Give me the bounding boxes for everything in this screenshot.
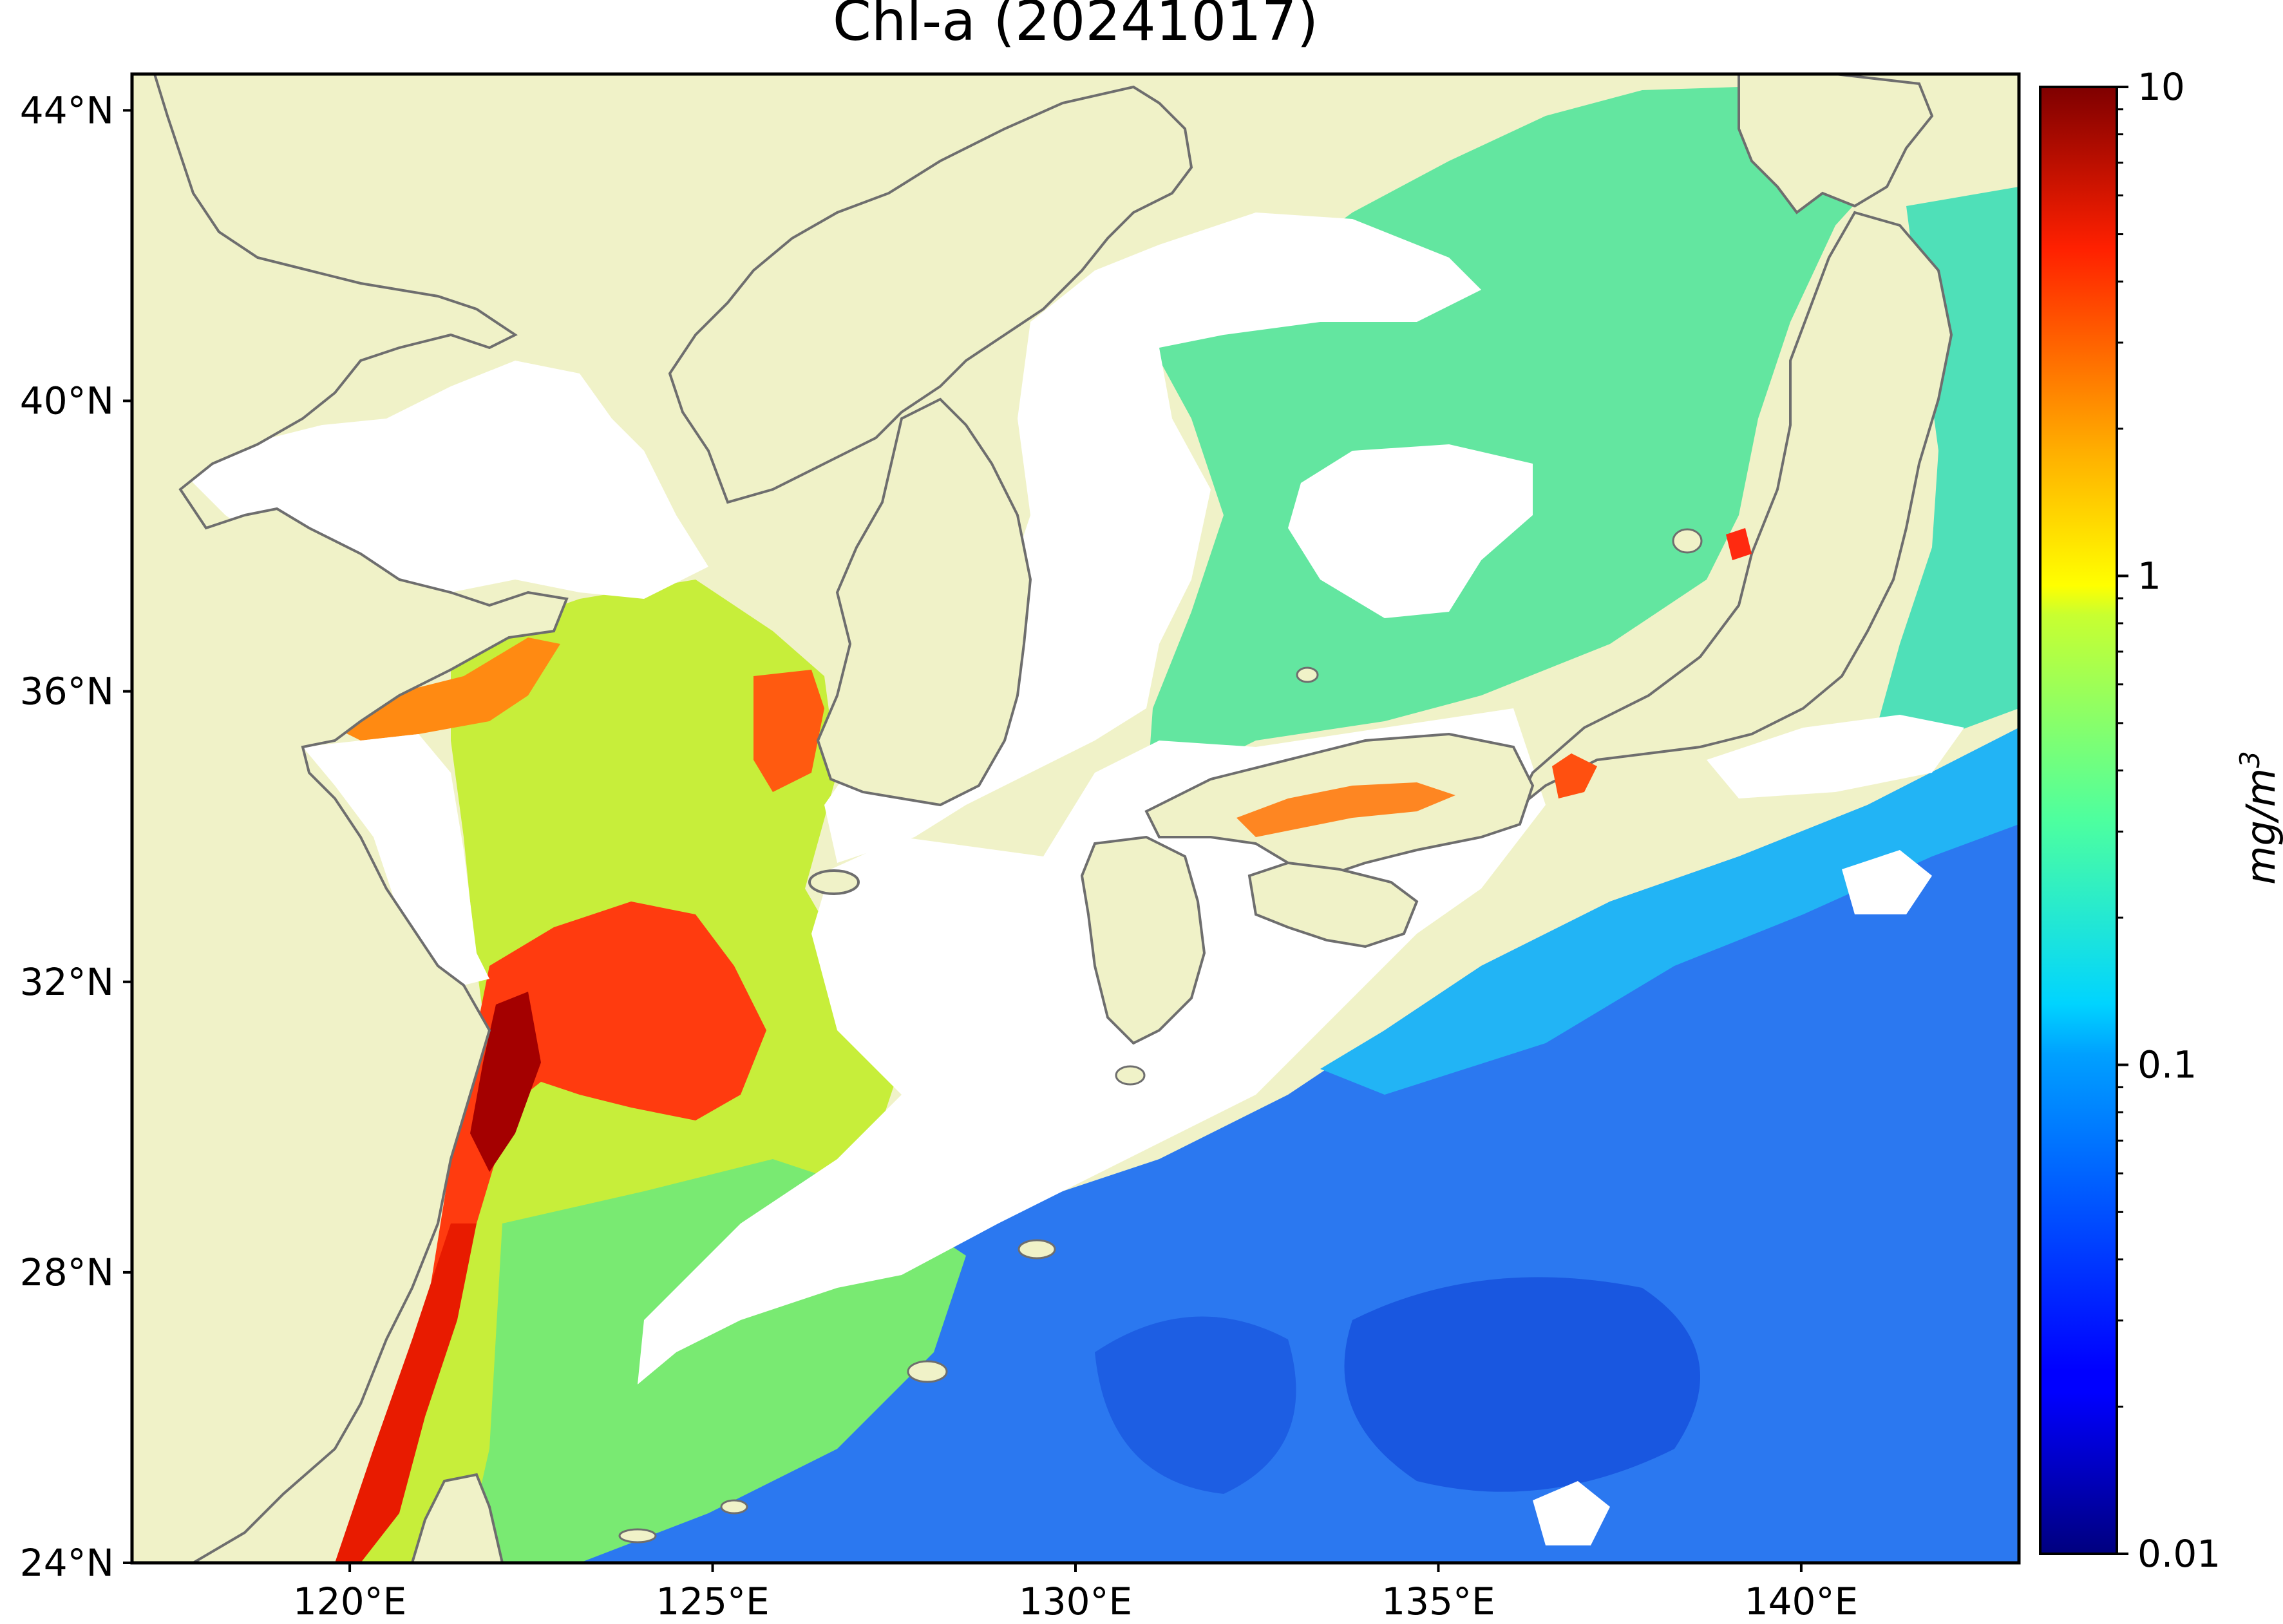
ocean-deep-blue-patch bbox=[1344, 1277, 1700, 1492]
latitude-label: 36°N bbox=[20, 670, 114, 713]
cloud-no-data-pacific-1 bbox=[1707, 715, 1964, 798]
colorbar-ticks: 10 1 0.1 0.01 bbox=[2117, 65, 2221, 1576]
longitude-label: 125°E bbox=[656, 1580, 769, 1623]
land-ryukyu-island bbox=[907, 1360, 948, 1383]
land-jeju-island bbox=[808, 869, 860, 895]
latitude-label: 28°N bbox=[20, 1251, 114, 1294]
colorbar-unit-label: mg/m3 bbox=[2234, 751, 2283, 885]
ocean-korea-west-coast-orange bbox=[753, 670, 824, 792]
land-ryukyu-island bbox=[1115, 1065, 1146, 1086]
coastal-high-chl-tokyo bbox=[1726, 528, 1752, 560]
latitude-label: 44°N bbox=[20, 88, 114, 132]
map-title: Chl-a (20241017) bbox=[833, 0, 1318, 53]
ocean-coastal-red-band bbox=[335, 1223, 477, 1563]
latitude-label: 24°N bbox=[20, 1541, 114, 1585]
coastal-high-chl-seto bbox=[1236, 782, 1455, 837]
land-sado-island bbox=[1672, 528, 1703, 554]
colorbar-gradient bbox=[2039, 86, 2118, 1555]
land-honshu-north bbox=[1512, 211, 1953, 813]
longitude-label: 130°E bbox=[1019, 1580, 1132, 1623]
colorbar-unit-superscript: 3 bbox=[2234, 751, 2266, 768]
ocean-yangtze-peak-chl bbox=[470, 992, 541, 1172]
colorbar-tick-label: 1 bbox=[2137, 554, 2161, 598]
colorbar: 10 1 0.1 0.01 mg/m3 bbox=[2039, 65, 2283, 1576]
colorbar-unit-text: mg/m bbox=[2237, 768, 2283, 885]
cloud-no-data-jiangsu bbox=[303, 734, 489, 985]
land-hokkaido bbox=[1738, 74, 1934, 214]
land-taiwan bbox=[410, 1473, 504, 1563]
longitude-label: 140°E bbox=[1745, 1580, 1858, 1623]
land-kyushu bbox=[1080, 835, 1206, 1045]
latitude-labels: 44°N 40°N 36°N 32°N 28°N 24°N bbox=[20, 88, 132, 1585]
longitude-label: 135°E bbox=[1381, 1580, 1495, 1623]
land-ryukyu-island bbox=[720, 1499, 748, 1515]
latitude-label: 32°N bbox=[20, 960, 114, 1004]
ocean-cyan-band bbox=[1320, 728, 2019, 1095]
colorbar-tick-label: 0.01 bbox=[2137, 1532, 2221, 1576]
ocean-deep-blue-patch bbox=[1095, 1316, 1296, 1494]
land-oki-island bbox=[1296, 666, 1319, 683]
cloud-no-data-pacific-3 bbox=[1533, 1481, 1610, 1545]
land-china-coast bbox=[132, 74, 569, 1563]
land-ryukyu-island bbox=[1018, 1239, 1056, 1260]
land-korean-peninsula bbox=[668, 85, 1193, 504]
cloud-no-data-pacific-2 bbox=[1842, 850, 1932, 914]
map-area bbox=[132, 74, 2019, 1563]
land-ryukyu-island bbox=[618, 1528, 657, 1544]
longitude-labels: 120°E 125°E 130°E 135°E 140°E bbox=[293, 1563, 1858, 1623]
land-shikoku bbox=[1247, 861, 1419, 949]
ocean-shandong-orange bbox=[322, 637, 560, 741]
longitude-label: 120°E bbox=[293, 1580, 406, 1623]
latitude-label: 40°N bbox=[20, 379, 114, 423]
colorbar-tick-label: 0.1 bbox=[2137, 1043, 2197, 1087]
ocean-northeast-green bbox=[1868, 187, 2019, 760]
land-korean-south bbox=[816, 397, 1032, 807]
cloud-no-data-sea-of-japan-east bbox=[1288, 444, 1533, 618]
colorbar-tick-label: 10 bbox=[2137, 65, 2185, 109]
coastal-high-chl-ise-bay bbox=[1552, 753, 1597, 798]
